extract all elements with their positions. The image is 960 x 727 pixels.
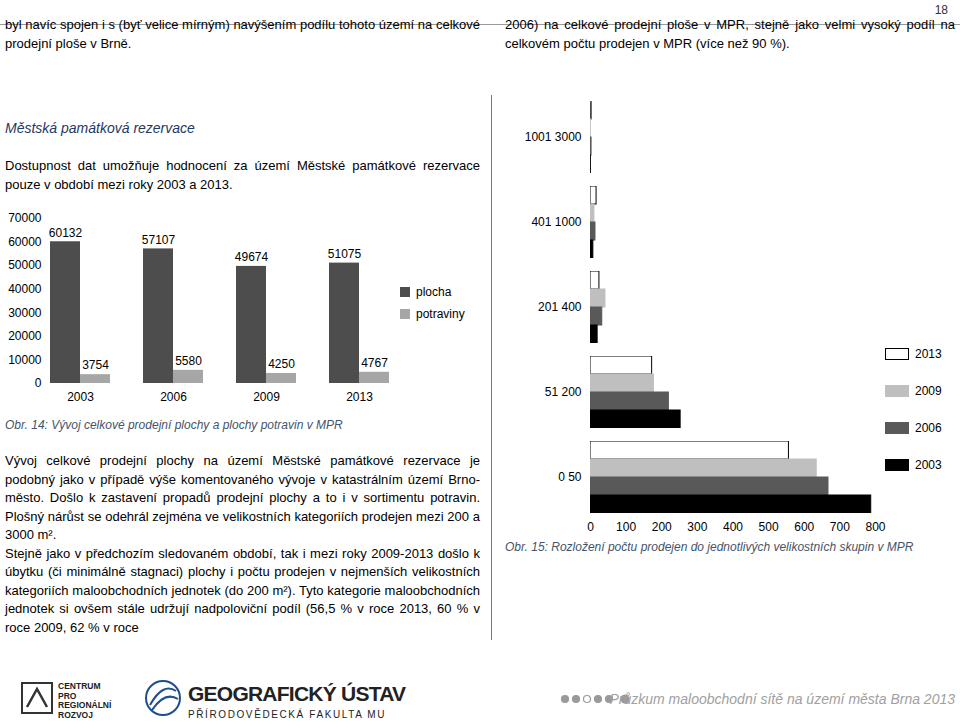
svg-text:51075: 51075	[328, 247, 362, 261]
html-text:Vývoj celkové prodejní plochy: Vývoj celkové prodejní plochy na území M…	[5, 453, 480, 542]
html-text:plocha: plocha	[416, 285, 452, 299]
html-text:2013: 2013	[915, 347, 942, 361]
svg-text:100: 100	[616, 520, 636, 534]
svg-text:REGIONÁLNÍ: REGIONÁLNÍ	[58, 700, 112, 710]
html-text:Stejně jako v předchozím sledo: Stejně jako v předchozím sledovaném obdo…	[5, 545, 480, 635]
svg-text:10000: 10000	[8, 353, 42, 367]
svg-text:500: 500	[759, 520, 779, 534]
svg-text:CENTRUM: CENTRUM	[58, 681, 101, 691]
svg-text:200: 200	[652, 520, 672, 534]
svg-text:60000: 60000	[8, 235, 42, 249]
html-text:Obr. 15: Rozložení počtu prode: Obr. 15: Rozložení počtu prodejen do jed…	[505, 540, 914, 554]
html-text:18: 18	[934, 3, 948, 17]
html-text:Městská památková rezervace: Městská památková rezervace	[5, 120, 195, 136]
html-text:2009: 2009	[915, 384, 942, 398]
svg-text:4767: 4767	[361, 356, 388, 370]
svg-text:800: 800	[865, 520, 885, 534]
svg-text:2006: 2006	[160, 390, 187, 404]
svg-text:2013: 2013	[346, 390, 373, 404]
svg-text:0: 0	[35, 376, 42, 390]
svg-text:60132: 60132	[49, 226, 83, 240]
svg-text:PRO: PRO	[58, 691, 77, 701]
html-text:Dostupnost dat umožňuje hodnoc: Dostupnost dat umožňuje hodnocení za úze…	[5, 158, 480, 192]
html-text:2006) na celkové prodejní ploš: 2006) na celkové prodejní ploše v MPR, s…	[505, 17, 955, 51]
svg-text:2009: 2009	[253, 390, 280, 404]
html-text:2003: 2003	[915, 458, 942, 472]
svg-text:30000: 30000	[8, 306, 42, 320]
html-text:byl navíc spojen i s (byť veli: byl navíc spojen i s (byť velice mírným)…	[5, 17, 480, 51]
html-text:Obr. 14: Vývoj celkové prodejn: Obr. 14: Vývoj celkové prodejní plochy a…	[5, 418, 343, 432]
svg-text:600: 600	[794, 520, 814, 534]
html-text:2006: 2006	[915, 421, 942, 435]
svg-text:40000: 40000	[8, 282, 42, 296]
svg-text:201 400: 201 400	[538, 300, 582, 314]
svg-text:5580: 5580	[175, 354, 202, 368]
svg-text:57107: 57107	[142, 233, 176, 247]
svg-text:0 50: 0 50	[558, 470, 582, 484]
svg-text:ROZVOJ: ROZVOJ	[58, 710, 93, 720]
svg-text:3754: 3754	[82, 358, 109, 372]
svg-text:49674: 49674	[235, 250, 269, 264]
svg-text:51 200: 51 200	[545, 385, 582, 399]
svg-text:GEOGRAFICKÝ ÚSTAV: GEOGRAFICKÝ ÚSTAV	[188, 682, 406, 705]
svg-text:70000: 70000	[8, 211, 42, 225]
svg-text:Průzkum maloobchodní sítě na ú: Průzkum maloobchodní sítě na území města…	[609, 691, 955, 707]
html-text:potraviny: potraviny	[416, 307, 465, 321]
svg-text:1001 3000: 1001 3000	[525, 130, 582, 144]
svg-text:20000: 20000	[8, 329, 42, 343]
svg-text:50000: 50000	[8, 258, 42, 272]
svg-text:401 1000: 401 1000	[531, 215, 581, 229]
svg-text:300: 300	[687, 520, 707, 534]
svg-text:PŘÍRODOVĚDECKÁ FAKULTA MU: PŘÍRODOVĚDECKÁ FAKULTA MU	[188, 708, 386, 720]
svg-text:700: 700	[830, 520, 850, 534]
svg-text:0: 0	[587, 520, 594, 534]
svg-text:2003: 2003	[67, 390, 94, 404]
svg-text:4250: 4250	[268, 357, 295, 371]
svg-text:400: 400	[723, 520, 743, 534]
